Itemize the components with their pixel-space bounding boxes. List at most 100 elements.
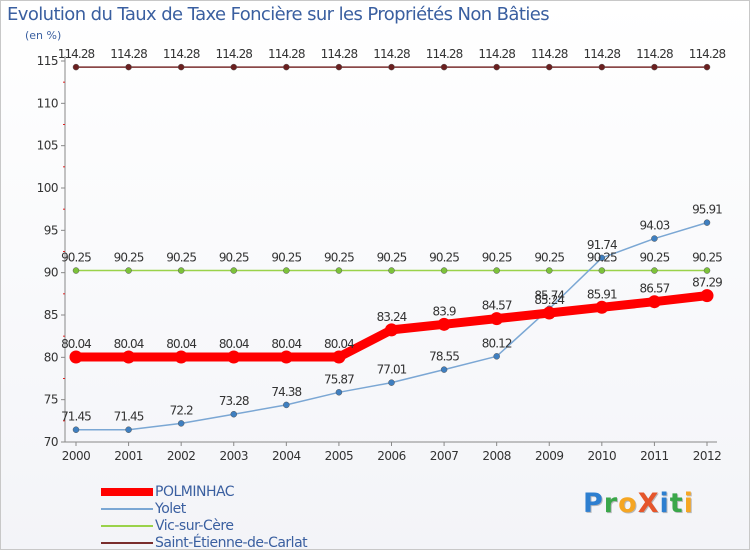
data-label-yolet: 85.74 [534, 289, 564, 303]
data-label-saint-etienne-de-carlat: 114.28 [636, 47, 673, 61]
y-tick-label: 70 [44, 435, 58, 449]
data-point-vic-sur-cere [388, 267, 395, 274]
data-point-yolet [388, 379, 395, 386]
proxiti-logo: ProXiti [583, 488, 694, 519]
x-tick-label: 2005 [325, 449, 354, 463]
data-point-vic-sur-cere [230, 267, 237, 274]
logo-letter: t [669, 488, 684, 519]
x-tick-label: 2001 [114, 449, 143, 463]
x-tick-label: 2008 [482, 449, 511, 463]
legend-swatch [101, 542, 153, 544]
data-label-polminhac: 83.24 [377, 310, 407, 324]
data-label-yolet: 71.45 [61, 410, 91, 424]
x-tick-label: 2007 [430, 449, 459, 463]
y-tick-label: 100 [37, 181, 58, 195]
data-label-polminhac: 83.9 [433, 304, 456, 318]
data-point-vic-sur-cere [493, 267, 500, 274]
data-point-saint-etienne-de-carlat [440, 63, 448, 71]
data-point-saint-etienne-de-carlat [125, 63, 132, 71]
data-point-vic-sur-cere [703, 267, 711, 274]
data-label-vic-sur-cere: 90.25 [534, 251, 564, 265]
data-label-vic-sur-cere: 90.25 [61, 251, 91, 265]
data-point-saint-etienne-de-carlat [72, 63, 80, 71]
logo-letter: P [583, 488, 604, 519]
data-label-polminhac: 84.57 [482, 299, 512, 313]
data-point-polminhac [595, 300, 609, 314]
y-tick-label: 115 [37, 54, 58, 68]
series-layer [69, 63, 714, 433]
data-label-polminhac: 80.04 [271, 337, 301, 351]
data-label-yolet: 95.91 [692, 203, 722, 217]
data-label-vic-sur-cere: 90.25 [482, 251, 512, 265]
data-point-saint-etienne-de-carlat [546, 63, 553, 71]
logo-letter: i [659, 488, 670, 519]
legend-label: Saint-Étienne-de-Carlat [155, 535, 308, 550]
data-label-yolet: 73.28 [219, 394, 249, 408]
data-point-vic-sur-cere [651, 267, 658, 274]
y-tick-label: 105 [37, 139, 58, 153]
data-point-yolet [283, 401, 290, 409]
data-label-vic-sur-cere: 90.25 [114, 251, 144, 265]
data-point-vic-sur-cere [177, 267, 185, 274]
unit-label: (en %) [25, 29, 62, 42]
data-point-polminhac [279, 350, 293, 364]
data-point-vic-sur-cere [125, 267, 132, 274]
x-tick-label: 2012 [693, 449, 722, 463]
line-chart: 70 75 80 85 90 95 100 105 110 115 2000 2001 2002 2003… [37, 47, 727, 463]
data-point-polminhac [332, 350, 346, 364]
data-point-saint-etienne-de-carlat [283, 63, 290, 71]
data-point-saint-etienne-de-carlat [388, 63, 395, 71]
data-point-saint-etienne-de-carlat [230, 63, 237, 71]
data-label-polminhac: 85.91 [587, 287, 617, 301]
data-label-saint-etienne-de-carlat: 114.28 [584, 47, 621, 61]
data-label-saint-etienne-de-carlat: 114.28 [268, 47, 305, 61]
data-label-vic-sur-cere: 90.25 [219, 251, 249, 265]
data-label-saint-etienne-de-carlat: 114.28 [321, 47, 358, 61]
axes: 70 75 80 85 90 95 100 105 110 115 2000 2001 2002 2003… [37, 54, 722, 463]
y-tick-label: 80 [44, 350, 58, 364]
x-tick-label: 2000 [62, 449, 91, 463]
data-label-polminhac: 80.04 [114, 337, 144, 351]
legend-label: POLMINHAC [155, 484, 235, 500]
data-label-polminhac: 80.04 [61, 337, 91, 351]
data-label-vic-sur-cere: 90.25 [692, 251, 722, 265]
x-tick-label: 2011 [640, 449, 669, 463]
y-tick-label: 85 [44, 308, 58, 322]
x-tick-label: 2003 [219, 449, 248, 463]
data-point-vic-sur-cere [283, 267, 290, 274]
data-label-vic-sur-cere: 90.25 [377, 251, 407, 265]
data-point-vic-sur-cere [546, 267, 553, 274]
data-label-yolet: 91.74 [587, 238, 617, 252]
x-tick-label: 2002 [167, 449, 196, 463]
data-label-saint-etienne-de-carlat: 114.28 [215, 47, 252, 61]
data-point-saint-etienne-de-carlat [651, 63, 658, 71]
data-point-polminhac [385, 323, 398, 337]
logo-letter: o [618, 488, 638, 519]
y-tick-label: 90 [44, 266, 58, 280]
legend-swatch [101, 488, 153, 496]
data-labels-layer: 80.04 80.04 80.04 80.04 80.04 80.04 83.24 83.9 8… [58, 47, 727, 424]
data-point-polminhac [174, 350, 188, 364]
data-label-saint-etienne-de-carlat: 114.28 [373, 47, 410, 61]
data-label-saint-etienne-de-carlat: 114.28 [478, 47, 515, 61]
data-label-yolet: 75.87 [324, 372, 354, 386]
data-label-saint-etienne-de-carlat: 114.28 [531, 47, 568, 61]
data-label-yolet: 80.12 [482, 336, 512, 350]
data-point-polminhac [700, 289, 714, 303]
data-label-saint-etienne-de-carlat: 114.28 [163, 47, 200, 61]
logo-letter: r [603, 488, 619, 519]
data-point-yolet [230, 410, 237, 418]
data-label-polminhac: 87.29 [692, 276, 722, 290]
x-tick-label: 2004 [272, 449, 301, 463]
data-label-yolet: 94.03 [639, 219, 669, 233]
data-point-saint-etienne-de-carlat [598, 63, 606, 71]
data-label-saint-etienne-de-carlat: 114.28 [110, 47, 147, 61]
data-label-vic-sur-cere: 90.25 [587, 251, 617, 265]
data-label-yolet: 78.55 [429, 350, 459, 364]
data-point-yolet [598, 254, 606, 262]
x-tick-label: 2009 [535, 449, 564, 463]
data-point-saint-etienne-de-carlat [493, 63, 500, 71]
data-point-polminhac [122, 350, 136, 364]
data-point-yolet [440, 366, 448, 373]
